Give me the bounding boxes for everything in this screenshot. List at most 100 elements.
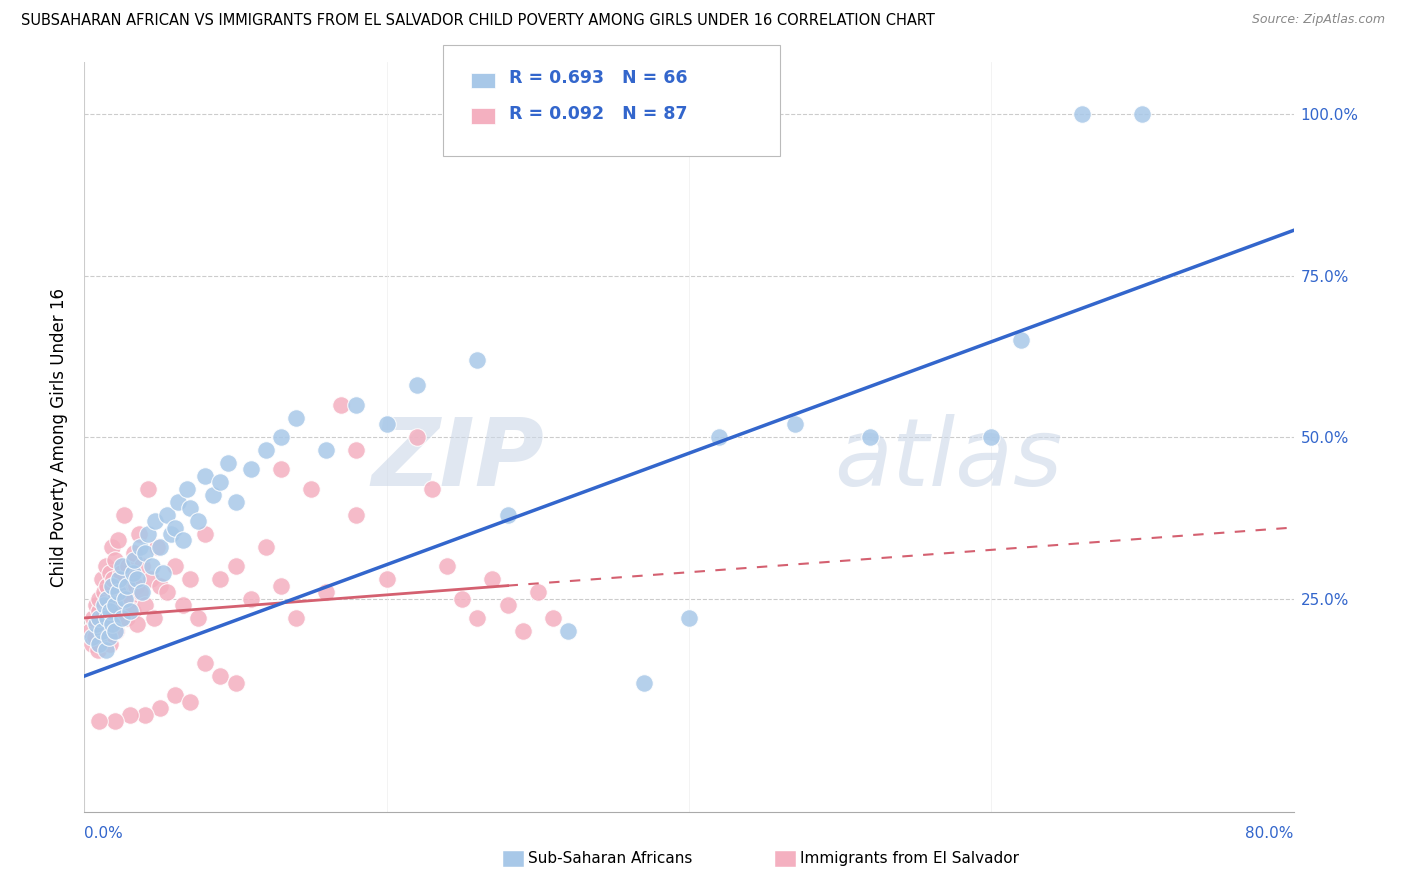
- Point: [89, 714, 111, 729]
- Point: [127, 572, 149, 586]
- Point: [96, 579, 118, 593]
- Point: [346, 398, 368, 412]
- Point: [142, 611, 165, 625]
- Point: [315, 442, 337, 457]
- Point: [1130, 107, 1153, 121]
- Point: [179, 695, 201, 709]
- Point: [481, 572, 503, 586]
- Point: [159, 527, 181, 541]
- Point: [89, 637, 111, 651]
- Point: [285, 611, 308, 625]
- Point: [285, 410, 308, 425]
- Point: [120, 572, 142, 586]
- Point: [179, 572, 201, 586]
- Point: [121, 566, 143, 580]
- Point: [194, 656, 217, 670]
- Point: [100, 579, 122, 593]
- Text: ZIP: ZIP: [371, 414, 544, 506]
- Point: [254, 540, 277, 554]
- Point: [98, 637, 121, 651]
- Point: [104, 624, 127, 638]
- Point: [122, 546, 145, 560]
- Point: [512, 624, 534, 638]
- Point: [98, 605, 121, 619]
- Point: [217, 456, 239, 470]
- Point: [82, 611, 104, 625]
- Point: [156, 585, 179, 599]
- Point: [1011, 333, 1033, 347]
- Point: [111, 611, 134, 625]
- Point: [96, 611, 118, 625]
- Point: [346, 442, 368, 457]
- Point: [111, 559, 134, 574]
- Point: [451, 591, 474, 606]
- Point: [557, 624, 579, 638]
- Point: [165, 559, 187, 574]
- Point: [201, 488, 224, 502]
- Point: [91, 624, 114, 638]
- Point: [128, 527, 150, 541]
- Point: [134, 598, 156, 612]
- Point: [121, 605, 143, 619]
- Point: [115, 611, 138, 625]
- Point: [94, 559, 117, 574]
- Text: 80.0%: 80.0%: [1246, 826, 1294, 840]
- Point: [783, 417, 806, 432]
- Point: [108, 572, 131, 586]
- Point: [176, 482, 198, 496]
- Point: [97, 598, 120, 612]
- Y-axis label: Child Poverty Among Girls Under 16: Child Poverty Among Girls Under 16: [49, 287, 67, 587]
- Point: [209, 669, 232, 683]
- Point: [93, 585, 115, 599]
- Point: [125, 579, 148, 593]
- Point: [111, 605, 134, 619]
- Point: [146, 540, 169, 554]
- Point: [496, 508, 519, 522]
- Point: [96, 617, 118, 632]
- Point: [134, 707, 156, 722]
- Point: [179, 501, 201, 516]
- Point: [239, 462, 262, 476]
- Point: [84, 630, 107, 644]
- Point: [86, 598, 108, 612]
- Point: [330, 398, 353, 412]
- Point: [225, 559, 247, 574]
- Text: Immigrants from El Salvador: Immigrants from El Salvador: [800, 851, 1019, 865]
- Point: [127, 617, 149, 632]
- Point: [129, 585, 152, 599]
- Text: atlas: atlas: [834, 414, 1063, 505]
- Point: [114, 585, 136, 599]
- Point: [315, 585, 337, 599]
- Point: [79, 624, 101, 638]
- Point: [980, 430, 1002, 444]
- Point: [115, 579, 138, 593]
- Point: [139, 572, 162, 586]
- Point: [859, 430, 882, 444]
- Point: [209, 572, 232, 586]
- Point: [107, 585, 129, 599]
- Point: [136, 527, 159, 541]
- Point: [194, 527, 217, 541]
- Point: [299, 482, 322, 496]
- Point: [108, 598, 131, 612]
- Point: [80, 637, 103, 651]
- Point: [101, 572, 124, 586]
- Point: [101, 611, 124, 625]
- Point: [541, 611, 564, 625]
- Point: [89, 611, 111, 625]
- Point: [225, 675, 247, 690]
- Point: [194, 468, 217, 483]
- Text: 0.0%: 0.0%: [84, 826, 124, 840]
- Point: [141, 559, 163, 574]
- Point: [375, 417, 398, 432]
- Point: [187, 611, 209, 625]
- Point: [129, 540, 152, 554]
- Point: [110, 566, 132, 580]
- Point: [87, 643, 110, 657]
- Point: [134, 546, 156, 560]
- Point: [467, 352, 489, 367]
- Point: [149, 701, 172, 715]
- Point: [100, 540, 122, 554]
- Point: [89, 591, 111, 606]
- Point: [118, 707, 141, 722]
